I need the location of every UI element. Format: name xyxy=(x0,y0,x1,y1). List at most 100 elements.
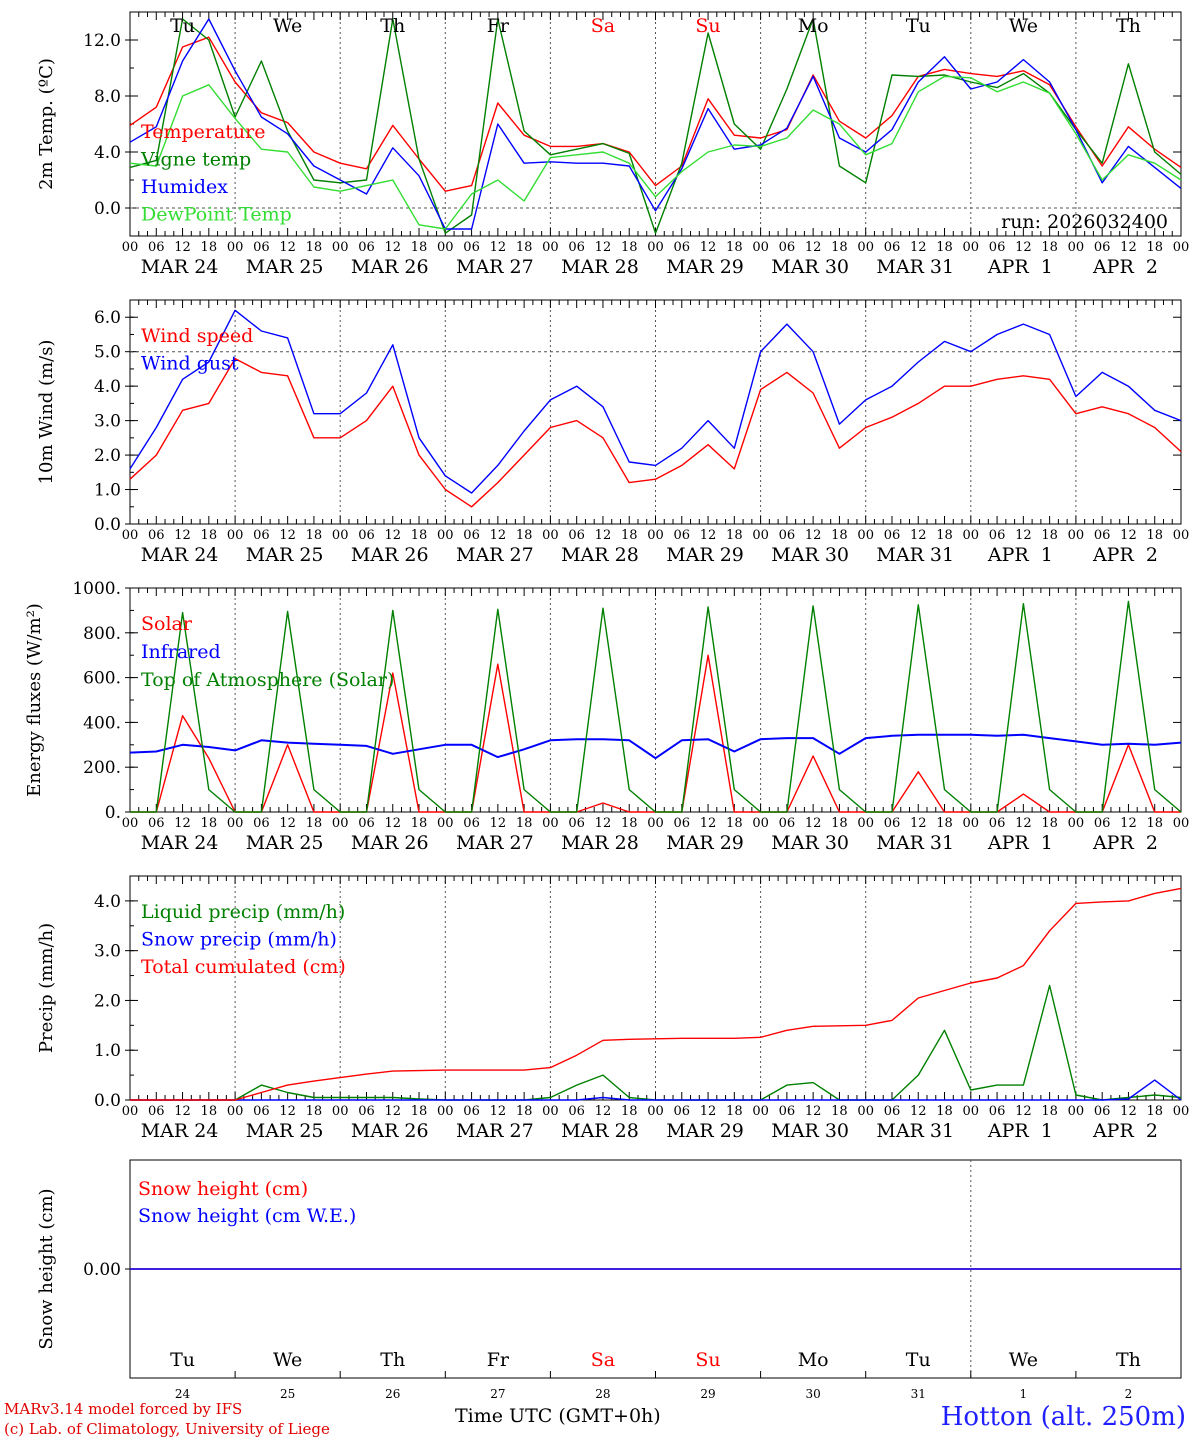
hour-tick-label: 00 xyxy=(1068,816,1085,831)
hour-tick-label: 00 xyxy=(963,816,980,831)
day-of-week-label: Th xyxy=(380,1349,405,1371)
hour-tick-label: 06 xyxy=(358,816,375,831)
hour-tick-label: 00 xyxy=(857,1104,874,1119)
legend-entry: Temperature xyxy=(141,121,265,143)
hour-tick-label: 12 xyxy=(910,240,927,255)
date-label: MAR 27 xyxy=(456,256,534,278)
day-of-week-label: Tu xyxy=(906,1349,931,1371)
date-label: MAR 24 xyxy=(141,1120,219,1142)
hour-tick-label: 00 xyxy=(227,816,244,831)
hour-tick-label: 00 xyxy=(437,816,454,831)
hour-tick-label: 06 xyxy=(674,528,691,543)
legend-entry: Total cumulated (cm) xyxy=(141,956,346,978)
hour-tick-label: 00 xyxy=(542,1104,559,1119)
hour-tick-label: 06 xyxy=(358,1104,375,1119)
hour-tick-label: 00 xyxy=(437,240,454,255)
day-of-week-label: Th xyxy=(1116,15,1141,37)
hour-tick-label: 06 xyxy=(358,240,375,255)
day-of-week-label: Sa xyxy=(591,1349,615,1371)
hour-tick-label: 00 xyxy=(963,1104,980,1119)
hour-tick-label: 18 xyxy=(621,1104,638,1119)
y-tick-label: 0.00 xyxy=(83,1260,121,1280)
series-line-dewpoint-temp xyxy=(129,75,1182,230)
hour-tick-label: 06 xyxy=(989,528,1006,543)
hour-tick-label: 12 xyxy=(490,816,507,831)
hour-tick-label: 12 xyxy=(805,528,822,543)
day-of-week-label: Su xyxy=(695,15,720,37)
date-label: MAR 29 xyxy=(666,1120,744,1142)
y-tick-label: 1.0 xyxy=(94,1041,121,1061)
day-number-label: 30 xyxy=(806,1387,821,1401)
hour-tick-label: 00 xyxy=(752,240,769,255)
hour-tick-label: 12 xyxy=(279,240,296,255)
day-of-week-label: Tu xyxy=(170,15,195,37)
hour-tick-label: 06 xyxy=(253,816,270,831)
y-tick-label: 8.0 xyxy=(94,87,121,107)
hour-tick-label: 00 xyxy=(647,1104,664,1119)
series-line-snow-precip-mm-h- xyxy=(130,1079,1182,1101)
date-label: MAR 29 xyxy=(666,832,744,854)
hour-tick-label: 12 xyxy=(700,528,717,543)
date-label: APR 1 xyxy=(987,544,1053,566)
hour-tick-label: 18 xyxy=(831,816,848,831)
hour-tick-label: 06 xyxy=(884,1104,901,1119)
y-tick-label: 400. xyxy=(83,713,121,733)
hour-tick-label: 12 xyxy=(1120,528,1137,543)
time-axis-label: Time UTC (GMT+0h) xyxy=(455,1405,661,1427)
date-label: MAR 26 xyxy=(351,832,429,854)
series-line-total-cumulated-cm- xyxy=(130,887,1182,1101)
hour-tick-label: 06 xyxy=(463,240,480,255)
hour-tick-label: 00 xyxy=(332,1104,349,1119)
date-label: MAR 27 xyxy=(456,832,534,854)
legend-entry: Infrared xyxy=(141,641,221,663)
day-of-week-label: Su xyxy=(695,1349,720,1371)
day-of-week-label: Tu xyxy=(170,1349,195,1371)
hour-tick-label: 12 xyxy=(595,528,612,543)
hour-tick-label: 06 xyxy=(779,1104,796,1119)
day-of-week-label: Mo xyxy=(798,15,829,37)
hour-tick-label: 06 xyxy=(463,816,480,831)
hour-tick-label: 12 xyxy=(805,1104,822,1119)
hour-tick-label: 06 xyxy=(674,240,691,255)
hour-tick-label: 12 xyxy=(805,240,822,255)
hour-tick-label: 18 xyxy=(831,240,848,255)
day-number-label: 24 xyxy=(175,1387,191,1401)
legend-entry: Wind gust xyxy=(141,353,239,375)
hour-tick-label: 18 xyxy=(726,816,743,831)
legend-entry: Humidex xyxy=(141,176,228,198)
day-of-week-label: Th xyxy=(380,15,405,37)
hour-tick-label: 00 xyxy=(752,1104,769,1119)
y-tick-label: 3.0 xyxy=(94,412,121,432)
hour-tick-label: 12 xyxy=(384,528,401,543)
day-of-week-label: Sa xyxy=(591,15,615,37)
hour-tick-label-end: 00 xyxy=(1173,528,1190,543)
date-label: APR 2 xyxy=(1092,832,1158,854)
legend-entry: Vigne temp xyxy=(140,149,251,171)
date-label: MAR 28 xyxy=(561,832,639,854)
legend-entry: Solar xyxy=(141,613,193,635)
hour-tick-label: 12 xyxy=(700,816,717,831)
hour-tick-label: 00 xyxy=(647,816,664,831)
hour-tick-label: 18 xyxy=(516,528,533,543)
y-tick-label: 200. xyxy=(83,758,121,778)
hour-tick-label: 06 xyxy=(148,1104,165,1119)
date-label: MAR 29 xyxy=(666,544,744,566)
hour-tick-label: 06 xyxy=(989,1104,1006,1119)
hour-tick-label: 06 xyxy=(884,528,901,543)
day-number-label: 25 xyxy=(280,1387,295,1401)
date-label: APR 2 xyxy=(1092,256,1158,278)
hour-tick-label: 00 xyxy=(332,816,349,831)
y-tick-label: 5.0 xyxy=(94,343,121,363)
date-label: MAR 28 xyxy=(561,256,639,278)
hour-tick-label: 00 xyxy=(122,528,139,543)
hour-tick-label: 06 xyxy=(779,816,796,831)
hour-tick-label: 06 xyxy=(568,240,585,255)
run-label: run: 2026032400 xyxy=(1001,211,1168,233)
hour-tick-label: 12 xyxy=(384,1104,401,1119)
y-tick-label: 0.0 xyxy=(94,515,121,535)
legend-entry: DewPoint Temp xyxy=(141,204,292,226)
y-axis-label: 10m Wind (m/s) xyxy=(36,340,57,485)
panel-wind: 0.0 1.0 2.0 3.0 4.0 5.0 6.0 10m Wind (m/s) Wind … xyxy=(36,299,1190,566)
hour-tick-label: 18 xyxy=(1146,816,1163,831)
